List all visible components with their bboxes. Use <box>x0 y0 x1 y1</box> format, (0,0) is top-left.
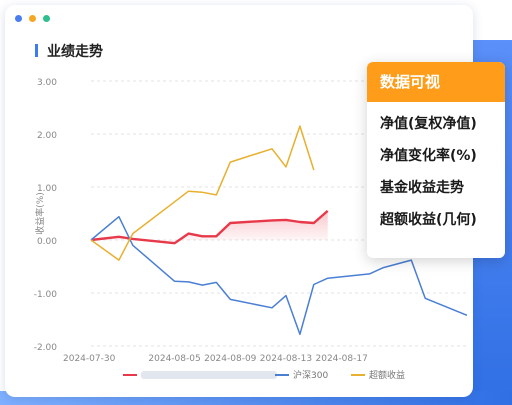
y-tick-label: 2.00 <box>37 131 57 141</box>
title-bar <box>5 5 473 31</box>
fund-area <box>91 210 328 244</box>
y-tick-label: 0.00 <box>37 237 57 247</box>
window-dot-orange-icon <box>29 15 36 22</box>
legend-label-redacted <box>141 371 277 379</box>
window-dot-blue-icon <box>15 15 22 22</box>
y-tick-label: -2.00 <box>34 343 58 353</box>
legend-label: 超额收益 <box>369 369 405 381</box>
section-title: 业绩走势 <box>47 44 103 60</box>
y-axis-label: 收益率(%) <box>34 192 46 235</box>
section-marker <box>35 44 38 57</box>
menu-item-adjusted-nav[interactable]: 净值(复权净值) <box>380 116 477 132</box>
x-tick-label: 2024-08-09 <box>204 354 257 364</box>
menu-item-excess-return[interactable]: 超额收益(几何) <box>380 212 477 228</box>
data-visual-menu: 数据可视 净值(复权净值) 净值变化率(%) 基金收益走势 超额收益(几何) <box>367 62 505 258</box>
x-tick-label: 2024-08-17 <box>316 354 368 364</box>
menu-item-fund-return-trend[interactable]: 基金收益走势 <box>380 180 464 196</box>
series-line-超额收益 <box>90 125 315 261</box>
menu-item-nav-change-rate[interactable]: 净值变化率(%) <box>380 148 477 164</box>
window-dot-green-icon <box>43 15 50 22</box>
x-tick-label: 2024-08-13 <box>260 354 312 364</box>
menu-title: 数据可视 <box>367 62 505 102</box>
y-tick-label: -1.00 <box>34 290 58 300</box>
series-line-沪深300 <box>90 215 468 336</box>
x-tick-label: 2024-08-05 <box>148 354 200 364</box>
series-line-fund <box>90 209 329 245</box>
y-tick-label: 1.00 <box>37 184 57 194</box>
legend-label: 沪深300 <box>293 369 328 381</box>
y-tick-label: 3.00 <box>37 78 57 88</box>
x-tick-label: 2024-07-30 <box>63 354 116 364</box>
menu-list: 净值(复权净值) 净值变化率(%) 基金收益走势 超额收益(几何) <box>367 102 505 236</box>
performance-chart: 3.00 2.00 1.00 0.00 -1.00 -2.00 收益率(%) 2024-07-… <box>34 78 468 381</box>
